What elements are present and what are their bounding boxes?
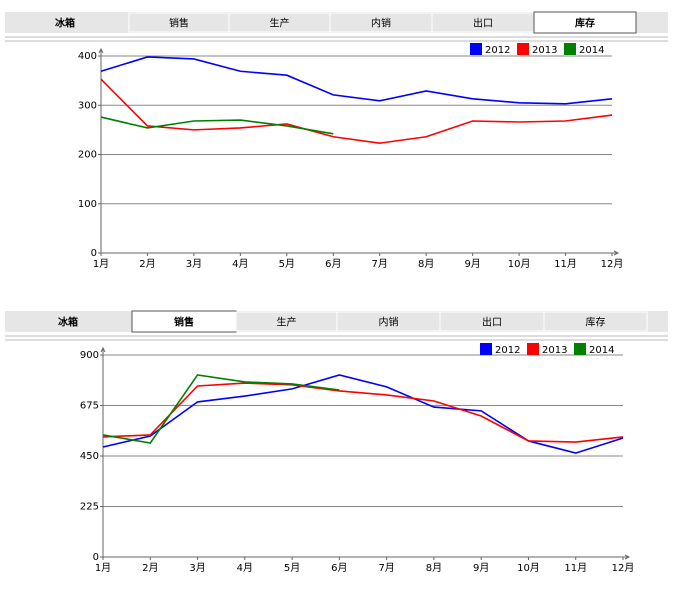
legend-label: 2014 — [579, 45, 604, 56]
legend-swatch — [564, 43, 576, 55]
legend-label: 2012 — [495, 345, 520, 356]
tab-label[interactable]: 内销 — [371, 17, 391, 30]
legend-label: 2014 — [589, 345, 614, 356]
x-tick-label: 8月 — [418, 258, 434, 270]
tab-bar-label: 冰箱 — [55, 17, 75, 30]
y-axis-arrow — [100, 346, 106, 353]
y-tick-label: 450 — [80, 451, 99, 462]
x-tick-label: 8月 — [426, 562, 442, 574]
x-axis-arrow — [624, 554, 631, 560]
x-tick-label: 10月 — [517, 562, 540, 574]
tab-label[interactable]: 内销 — [379, 316, 399, 329]
x-tick-label: 7月 — [372, 258, 388, 270]
x-tick-label: 5月 — [284, 562, 300, 574]
tab[interactable] — [543, 311, 648, 332]
y-axis-arrow — [98, 47, 104, 54]
series-line — [102, 382, 624, 443]
x-tick-label: 7月 — [378, 562, 394, 574]
x-tick-label: 10月 — [508, 258, 531, 270]
tab-label[interactable]: 库存 — [586, 316, 606, 329]
y-tick-label: 675 — [80, 401, 99, 412]
tab-label[interactable]: 生产 — [270, 17, 290, 30]
legend-swatch — [470, 43, 482, 55]
tab-label[interactable]: 库存 — [575, 17, 595, 30]
tab-label[interactable]: 销售 — [174, 316, 194, 329]
series-line — [100, 116, 334, 135]
x-tick-label: 6月 — [331, 562, 347, 574]
x-tick-label: 11月 — [564, 562, 587, 574]
legend-label: 2013 — [532, 45, 557, 56]
legend-swatch — [517, 43, 529, 55]
x-tick-label: 2月 — [139, 258, 155, 270]
y-tick-label: 200 — [78, 150, 97, 161]
tab-label[interactable]: 出口 — [482, 316, 502, 329]
y-tick-label: 0 — [93, 552, 99, 563]
x-tick-label: 3月 — [189, 562, 205, 574]
x-tick-label: 1月 — [95, 562, 111, 574]
x-tick-label: 4月 — [237, 562, 253, 574]
x-tick-label: 1月 — [93, 258, 109, 270]
x-tick-label: 9月 — [473, 562, 489, 574]
x-tick-label: 2月 — [142, 562, 158, 574]
y-tick-label: 300 — [78, 100, 97, 111]
y-tick-label: 225 — [80, 502, 99, 513]
x-tick-label: 5月 — [279, 258, 295, 270]
y-tick-label: 900 — [80, 350, 99, 361]
legend-label: 2013 — [542, 345, 567, 356]
legend-swatch — [527, 343, 539, 355]
x-tick-label: 3月 — [186, 258, 202, 270]
y-tick-label: 0 — [91, 248, 97, 259]
tab-label[interactable]: 销售 — [169, 17, 189, 30]
legend-swatch — [480, 343, 492, 355]
legend-swatch — [574, 343, 586, 355]
tab[interactable] — [533, 11, 637, 34]
series-line — [100, 56, 613, 105]
tab-label[interactable]: 生产 — [277, 316, 297, 329]
series-line — [102, 374, 340, 444]
y-tick-label: 100 — [78, 199, 97, 210]
x-tick-label: 9月 — [464, 258, 480, 270]
x-tick-label: 11月 — [554, 258, 577, 270]
series-line — [102, 374, 624, 454]
tab-bar-label: 冰箱 — [58, 316, 78, 329]
x-tick-label: 4月 — [232, 258, 248, 270]
x-tick-label: 6月 — [325, 258, 341, 270]
x-tick-label: 12月 — [601, 258, 624, 270]
legend-label: 2012 — [485, 45, 510, 56]
y-tick-label: 400 — [78, 51, 97, 62]
series-line — [100, 78, 613, 144]
tab-label[interactable]: 出口 — [473, 17, 493, 30]
x-tick-label: 12月 — [612, 562, 635, 574]
x-axis-arrow — [613, 250, 620, 256]
